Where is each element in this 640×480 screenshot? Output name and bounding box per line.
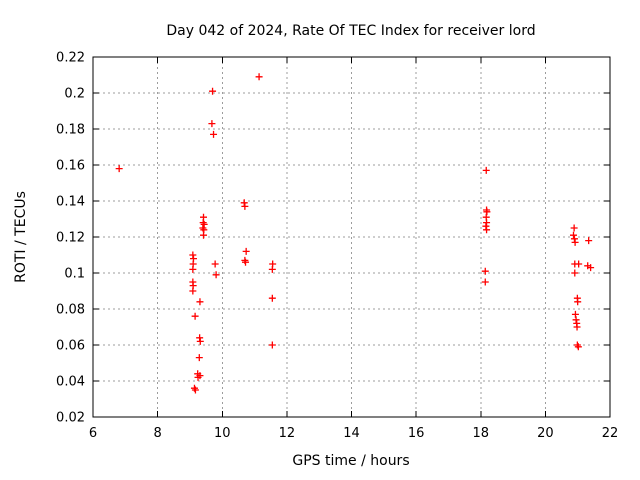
y-tick-label: 0.2 bbox=[64, 87, 85, 102]
y-tick-label: 0.08 bbox=[56, 303, 85, 318]
y-tick-label: 0.04 bbox=[56, 375, 85, 390]
data-point bbox=[573, 341, 581, 349]
x-tick-label: 16 bbox=[408, 426, 425, 441]
y-axis-title: ROTI / TECUs bbox=[13, 191, 29, 283]
tick-labels: 6 8 10 12 14 16 18 20 22 0.02 0.04 0.06 0.08 0.1 0.12 0… bbox=[56, 51, 618, 442]
data-point bbox=[585, 237, 593, 245]
data-point bbox=[587, 264, 595, 272]
data-point bbox=[573, 323, 581, 331]
gridlines bbox=[93, 57, 610, 417]
data-point bbox=[569, 231, 577, 239]
data-point bbox=[115, 165, 123, 173]
x-tick-label: 10 bbox=[214, 426, 231, 441]
x-tick-label: 6 bbox=[89, 426, 97, 441]
data-point bbox=[191, 386, 199, 394]
data-point bbox=[574, 343, 582, 351]
data-point bbox=[189, 265, 197, 273]
data-point bbox=[255, 73, 263, 81]
x-tick-label: 12 bbox=[279, 426, 296, 441]
data-point bbox=[194, 373, 202, 381]
y-tick-label: 0.02 bbox=[56, 411, 85, 426]
data-point bbox=[189, 287, 197, 295]
data-point bbox=[210, 130, 218, 138]
data-point bbox=[195, 354, 203, 362]
y-tick-label: 0.18 bbox=[56, 123, 85, 138]
data-point bbox=[481, 267, 489, 275]
data-point bbox=[196, 298, 204, 306]
y-tick-label: 0.1 bbox=[64, 267, 85, 282]
x-tick-label: 14 bbox=[343, 426, 360, 441]
y-tick-label: 0.12 bbox=[56, 231, 85, 246]
data-point bbox=[212, 271, 220, 279]
data-point bbox=[575, 260, 583, 268]
data-point bbox=[196, 337, 204, 345]
series-roti bbox=[115, 73, 595, 394]
x-tick-label: 20 bbox=[537, 426, 554, 441]
data-point bbox=[483, 226, 491, 234]
y-tick-label: 0.22 bbox=[56, 51, 85, 66]
data-point bbox=[571, 269, 579, 277]
data-point bbox=[268, 341, 276, 349]
y-tick-label: 0.16 bbox=[56, 159, 85, 174]
x-axis-title: GPS time / hours bbox=[292, 453, 409, 469]
chart-title: Day 042 of 2024, Rate Of TEC Index for r… bbox=[166, 23, 535, 39]
data-point bbox=[209, 87, 217, 95]
data-point bbox=[268, 265, 276, 273]
y-tick-label: 0.06 bbox=[56, 339, 85, 354]
y-tick-label: 0.14 bbox=[56, 195, 85, 210]
data-point bbox=[481, 278, 489, 286]
data-point bbox=[200, 231, 208, 239]
data-point bbox=[190, 384, 198, 392]
x-tick-label: 8 bbox=[153, 426, 161, 441]
data-point bbox=[571, 238, 579, 246]
data-point bbox=[574, 298, 582, 306]
data-point bbox=[241, 202, 249, 210]
data-point bbox=[570, 224, 578, 232]
data-point bbox=[208, 120, 216, 128]
x-tick-label: 22 bbox=[602, 426, 619, 441]
data-points bbox=[115, 73, 595, 394]
data-point bbox=[191, 312, 199, 320]
x-tick-label: 18 bbox=[472, 426, 489, 441]
data-point bbox=[268, 294, 276, 302]
data-point bbox=[211, 260, 219, 268]
plot-border bbox=[92, 56, 611, 418]
data-point bbox=[482, 166, 490, 174]
data-point bbox=[242, 258, 250, 266]
data-point bbox=[242, 247, 250, 255]
